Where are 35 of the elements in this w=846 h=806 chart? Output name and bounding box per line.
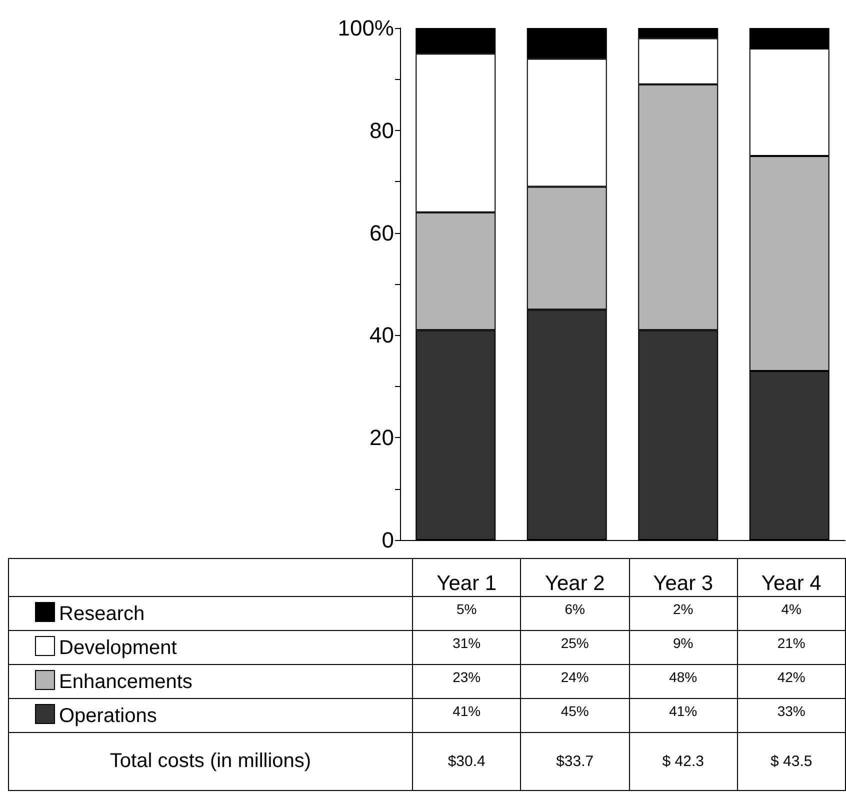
x-tick-label: Year 2 [520,558,629,596]
x-tick-label: Year 1 [412,558,521,596]
y-tick-label: 100% [338,16,394,40]
data-label: 5% [412,596,521,630]
data-label: 9% [629,630,738,664]
legend-label: Enhancements [8,664,412,698]
data-label: 41% [629,698,738,732]
x-tick-label: Year 3 [629,558,738,596]
data-label: 48% [629,664,738,698]
data-label: 33% [737,698,846,732]
legend-label: Research [8,596,412,630]
x-tick-label: Year 4 [737,558,846,596]
data-label: 21% [737,630,846,664]
y-tick-label: 20 [370,425,394,450]
data-label: 25% [520,630,629,664]
text: $ 43.5 [737,732,846,790]
legend-label: Development [8,630,412,664]
y-tick-label: 80 [370,118,394,143]
data-label: 31% [412,630,521,664]
data-label: 4% [737,596,846,630]
text: $33.7 [520,732,629,790]
text: $ 42.3 [629,732,738,790]
data-label: 6% [520,596,629,630]
y-tick-label: 40 [370,322,394,348]
data-label: 2% [629,596,738,630]
data-label: 23% [412,664,521,698]
text: $30.4 [412,732,521,790]
y-tick-label: 60 [370,220,394,246]
data-label: 45% [520,698,629,732]
data-label: 41% [412,698,521,732]
text: Total costs (in millions) [8,732,412,790]
data-label: 24% [520,664,629,698]
data-label: 42% [737,664,846,698]
y-tick-label: 0 [382,528,394,552]
legend-label: Operations [8,698,412,732]
